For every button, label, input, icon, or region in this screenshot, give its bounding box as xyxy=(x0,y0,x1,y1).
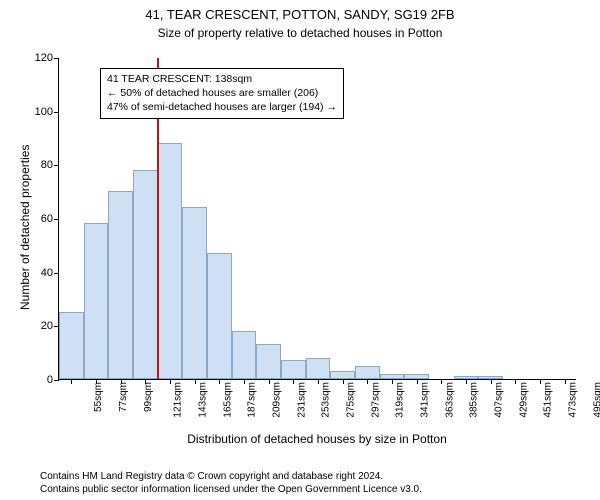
annotation-line: ← 50% of detached houses are smaller (20… xyxy=(107,86,337,100)
xtick-label: 385sqm xyxy=(469,382,480,418)
xtick-label: 429sqm xyxy=(518,382,529,418)
xtick-mark xyxy=(121,379,122,384)
xtick-mark xyxy=(417,379,418,384)
histogram-bar xyxy=(306,358,331,379)
xtick-label: 121sqm xyxy=(173,382,184,418)
histogram-bar xyxy=(59,312,84,379)
chart-subtitle: Size of property relative to detached ho… xyxy=(0,24,600,42)
histogram-bar xyxy=(256,344,281,379)
ytick-mark xyxy=(54,112,59,113)
histogram-bar xyxy=(232,331,257,379)
xtick-label: 363sqm xyxy=(444,382,455,418)
xtick-mark xyxy=(441,379,442,384)
xtick-mark xyxy=(145,379,146,384)
xtick-mark xyxy=(367,379,368,384)
xtick-mark xyxy=(491,379,492,384)
xtick-label: 319sqm xyxy=(395,382,406,418)
x-axis-label: Distribution of detached houses by size … xyxy=(58,432,576,446)
xtick-label: 407sqm xyxy=(494,382,505,418)
histogram-bar xyxy=(281,360,306,379)
xtick-label: 275sqm xyxy=(346,382,357,418)
xtick-mark xyxy=(195,379,196,384)
histogram-bar xyxy=(207,253,232,379)
xtick-label: 77sqm xyxy=(118,382,129,412)
histogram-bar xyxy=(158,143,183,379)
xtick-mark xyxy=(170,379,171,384)
xtick-label: 99sqm xyxy=(143,382,154,412)
histogram-bar xyxy=(108,191,133,379)
xtick-label: 209sqm xyxy=(272,382,283,418)
xtick-mark xyxy=(540,379,541,384)
ytick-mark xyxy=(54,273,59,274)
xtick-mark xyxy=(244,379,245,384)
xtick-mark xyxy=(269,379,270,384)
xtick-label: 55sqm xyxy=(93,382,104,412)
xtick-mark xyxy=(343,379,344,384)
ytick-mark xyxy=(54,58,59,59)
ytick-mark xyxy=(54,165,59,166)
xtick-mark xyxy=(515,379,516,384)
xtick-mark xyxy=(466,379,467,384)
ytick-mark xyxy=(54,380,59,381)
xtick-label: 253sqm xyxy=(321,382,332,418)
xtick-mark xyxy=(96,379,97,384)
xtick-mark xyxy=(565,379,566,384)
histogram-bar xyxy=(355,366,380,379)
histogram-bar xyxy=(182,207,207,379)
annotation-box: 41 TEAR CRESCENT: 138sqm← 50% of detache… xyxy=(100,68,344,119)
chart-title: 41, TEAR CRESCENT, POTTON, SANDY, SG19 2… xyxy=(0,6,600,24)
xtick-label: 451sqm xyxy=(543,382,554,418)
xtick-mark xyxy=(392,379,393,384)
xtick-label: 187sqm xyxy=(247,382,258,418)
xtick-mark xyxy=(293,379,294,384)
xtick-label: 143sqm xyxy=(198,382,209,418)
xtick-mark xyxy=(71,379,72,384)
xtick-label: 341sqm xyxy=(420,382,431,418)
histogram-bar xyxy=(330,371,355,379)
histogram-bar xyxy=(133,170,158,379)
footer-attribution: Contains HM Land Registry data © Crown c… xyxy=(40,470,422,496)
xtick-label: 297sqm xyxy=(370,382,381,418)
xtick-label: 231sqm xyxy=(296,382,307,418)
xtick-label: 165sqm xyxy=(222,382,233,418)
y-axis-label: Number of detached properties xyxy=(18,145,32,310)
ytick-mark xyxy=(54,219,59,220)
xtick-mark xyxy=(219,379,220,384)
annotation-line: 41 TEAR CRESCENT: 138sqm xyxy=(107,72,337,86)
xtick-mark xyxy=(318,379,319,384)
histogram-bar xyxy=(84,223,109,379)
annotation-line: 47% of semi-detached houses are larger (… xyxy=(107,100,337,114)
xtick-label: 495sqm xyxy=(592,382,600,418)
xtick-label: 473sqm xyxy=(568,382,579,418)
